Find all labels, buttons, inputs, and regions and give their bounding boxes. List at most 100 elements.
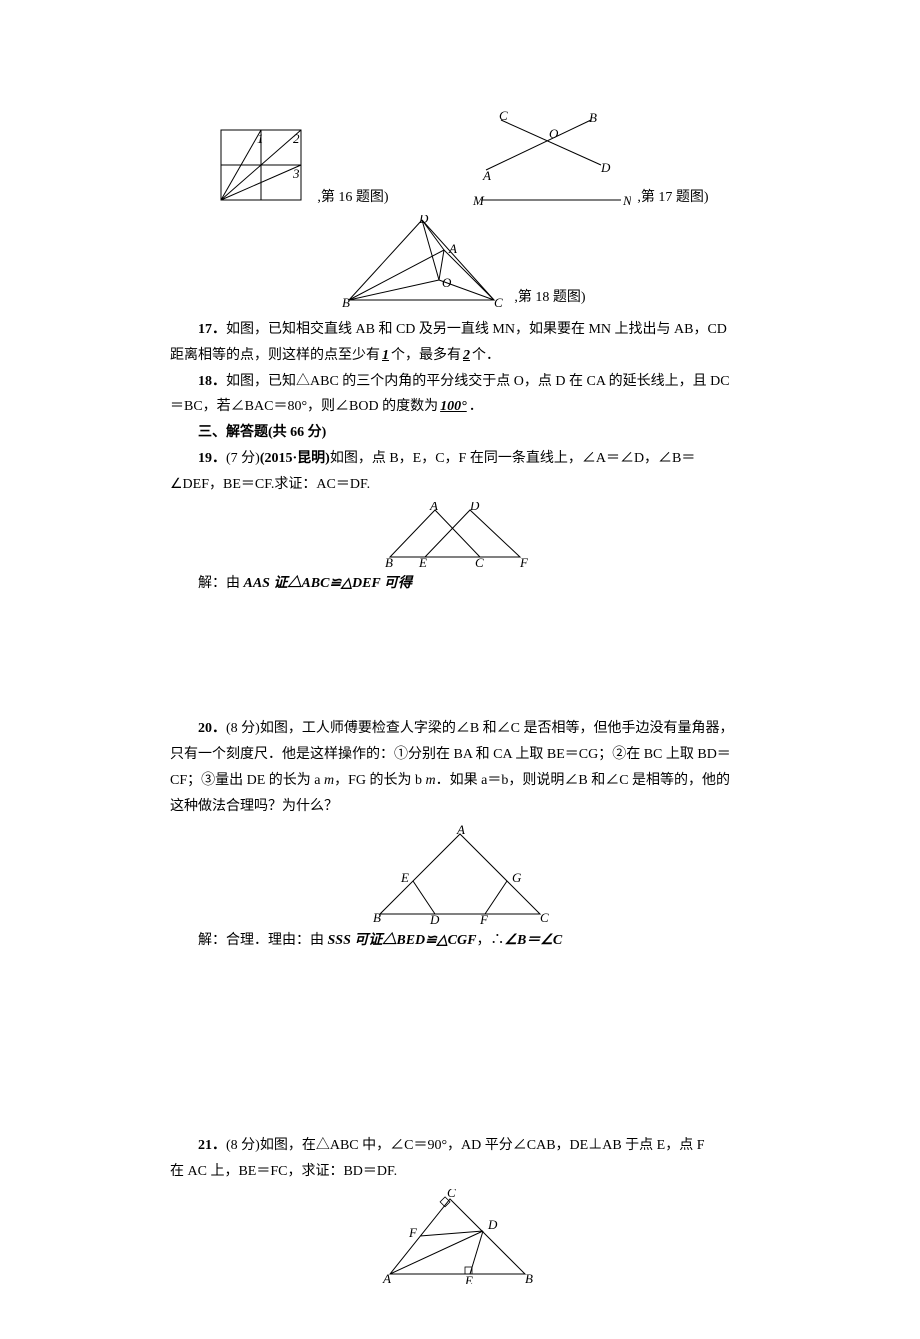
fig21-F: F bbox=[408, 1225, 418, 1240]
q20-sol-prefix: 解：合理．理由：由 bbox=[198, 933, 328, 948]
q17-number: 17． bbox=[198, 322, 226, 337]
q21-text1: 如图，在△ABC 中，∠C＝90°，AD 平分∠CAB，DE⊥AB 于点 E，点… bbox=[260, 1138, 705, 1153]
figure-18-svg: D A O B C bbox=[334, 215, 514, 310]
q19-source: (2015·昆明) bbox=[260, 451, 330, 466]
figure-21-svg: C D F A E B bbox=[375, 1189, 545, 1284]
q19-text1: 如图，点 B，E，C，F 在同一条直线上，∠A＝∠D，∠B＝ bbox=[330, 451, 696, 466]
q19-line1: 19．(7 分)(2015·昆明)如图，点 B，E，C，F 在同一条直线上，∠A… bbox=[170, 447, 750, 471]
q20-text1: 如图，工人师傅要检查人字梁的∠B 和∠C 是否相等，但他手边没有量角器， bbox=[260, 721, 734, 736]
q20-line3: CF；③量出 DE 的长为 a m，FG 的长为 b m．如果 a＝b，则说明∠… bbox=[170, 769, 750, 793]
q19-sol-bold: AAS 证△ABC≌△DEF 可得 bbox=[244, 576, 413, 591]
figure-19-block: A D B E C F bbox=[170, 502, 750, 567]
figure-17-svg: A B C D O M N bbox=[471, 110, 631, 210]
fig16-label-3: 3 bbox=[292, 166, 300, 181]
gap-after-20 bbox=[170, 954, 750, 1134]
fig17-C: C bbox=[499, 110, 508, 123]
q20-text3c: ．如果 a＝b，则说明∠B 和∠C 是相等的，他的 bbox=[436, 773, 730, 788]
fig21-B: B bbox=[525, 1271, 533, 1284]
q20-sol-bold2: ∠B＝∠C bbox=[504, 933, 562, 948]
q17-text2: 距离相等的点，则这样的点至少有 bbox=[170, 348, 380, 363]
fig16-label-2: 2 bbox=[293, 131, 300, 146]
q19-number: 19． bbox=[198, 451, 226, 466]
q20-points: (8 分) bbox=[226, 721, 260, 736]
q17-mid: 个，最多有 bbox=[391, 348, 461, 363]
q20-number: 20． bbox=[198, 721, 226, 736]
fig17-D: D bbox=[600, 160, 611, 175]
q18-number: 18． bbox=[198, 374, 226, 389]
fig18-A: A bbox=[448, 241, 457, 256]
q20-text3b: ，FG 的长为 b bbox=[334, 773, 425, 788]
q18-text1: 如图，已知△ABC 的三个内角的平分线交于点 O，点 D 在 CA 的延长线上，… bbox=[226, 374, 730, 389]
figure-18-caption: ,第 18 题图) bbox=[514, 286, 585, 310]
q19-solution: 解：由 AAS 证△ABC≌△DEF 可得 bbox=[170, 572, 750, 596]
fig19-C: C bbox=[475, 555, 484, 567]
section3-header: 三、解答题(共 66 分) bbox=[170, 421, 750, 445]
fig19-F: F bbox=[519, 555, 529, 567]
figure-21-block: C D F A E B bbox=[170, 1189, 750, 1284]
q19-points: (7 分) bbox=[226, 451, 260, 466]
q20-sol-bold1: SSS 可证△BED≌△CGF bbox=[328, 933, 477, 948]
fig18-D: D bbox=[418, 215, 429, 226]
figure-18-block: D A O B C ,第 18 题图) bbox=[170, 215, 750, 310]
fig20-D: D bbox=[429, 912, 440, 924]
fig20-B: B bbox=[373, 910, 381, 924]
fig20-F: F bbox=[479, 912, 489, 924]
q17-answer1: 1 bbox=[380, 348, 391, 363]
fig21-C: C bbox=[447, 1189, 456, 1200]
fig18-O: O bbox=[442, 275, 452, 290]
fig19-A: A bbox=[429, 502, 438, 513]
fig20-G: G bbox=[512, 870, 522, 885]
figures-row-16-17: 1 2 3 ,第 16 题图) A B C D O M N ,第 17 题图) bbox=[170, 110, 750, 210]
fig21-E: E bbox=[464, 1273, 473, 1284]
q17-answer2: 2 bbox=[461, 348, 472, 363]
q21-line2: 在 AC 上，BE＝FC，求证：BD＝DF. bbox=[170, 1160, 750, 1184]
q17-line1: 17．如图，已知相交直线 AB 和 CD 及另一直线 MN，如果要在 MN 上找… bbox=[170, 318, 750, 342]
q18-line1: 18．如图，已知△ABC 的三个内角的平分线交于点 O，点 D 在 CA 的延长… bbox=[170, 370, 750, 394]
fig20-E: E bbox=[400, 870, 409, 885]
q19-sol-prefix: 解：由 bbox=[198, 576, 244, 591]
q18-end: ． bbox=[469, 399, 483, 414]
q18-answer: 100° bbox=[438, 399, 469, 414]
fig17-M: M bbox=[472, 193, 485, 208]
fig17-N: N bbox=[622, 193, 631, 208]
fig19-D: D bbox=[469, 502, 480, 513]
q17-line2: 距离相等的点，则这样的点至少有1个，最多有2个． bbox=[170, 344, 750, 368]
fig20-C: C bbox=[540, 910, 549, 924]
figure-17-block: A B C D O M N ,第 17 题图) bbox=[471, 110, 708, 210]
figure-20-svg: A E G B D F C bbox=[365, 824, 555, 924]
q17-text1: 如图，已知相交直线 AB 和 CD 及另一直线 MN，如果要在 MN 上找出与 … bbox=[226, 322, 727, 337]
q21-line1: 21．(8 分)如图，在△ABC 中，∠C＝90°，AD 平分∠CAB，DE⊥A… bbox=[170, 1134, 750, 1158]
q18-text2: ＝BC，若∠BAC＝80°，则∠BOD 的度数为 bbox=[170, 399, 438, 414]
q20-line2: 只有一个刻度尺．他是这样操作的：①分别在 BA 和 CA 上取 BE＝CG；②在… bbox=[170, 743, 750, 767]
q20-line1: 20．(8 分)如图，工人师傅要检查人字梁的∠B 和∠C 是否相等，但他手边没有… bbox=[170, 717, 750, 741]
fig18-C: C bbox=[494, 295, 503, 310]
fig19-B: B bbox=[385, 555, 393, 567]
fig19-E: E bbox=[418, 555, 427, 567]
fig17-O: O bbox=[549, 126, 559, 141]
figure-16-caption: ,第 16 题图) bbox=[317, 186, 388, 210]
fig17-B: B bbox=[589, 110, 597, 125]
q18-line2: ＝BC，若∠BAC＝80°，则∠BOD 的度数为100°． bbox=[170, 395, 750, 419]
fig17-A: A bbox=[482, 168, 491, 183]
fig16-label-1: 1 bbox=[257, 131, 264, 146]
fig20-A: A bbox=[456, 824, 465, 837]
q21-points: (8 分) bbox=[226, 1138, 260, 1153]
gap-after-19 bbox=[170, 597, 750, 717]
fig21-A: A bbox=[382, 1271, 391, 1284]
figure-17-caption: ,第 17 题图) bbox=[637, 186, 708, 210]
fig21-D: D bbox=[487, 1217, 498, 1232]
q20-line4: 这种做法合理吗？为什么？ bbox=[170, 795, 750, 819]
figure-16-svg: 1 2 3 bbox=[211, 120, 311, 210]
q20-solution: 解：合理．理由：由 SSS 可证△BED≌△CGF，∴∠B＝∠C bbox=[170, 929, 750, 953]
fig18-B: B bbox=[342, 295, 350, 310]
q21-number: 21． bbox=[198, 1138, 226, 1153]
figure-16-block: 1 2 3 ,第 16 题图) bbox=[211, 120, 388, 210]
q20-m1: m bbox=[324, 773, 334, 788]
figure-19-svg: A D B E C F bbox=[375, 502, 545, 567]
q20-sol-mid: ，∴ bbox=[476, 933, 504, 948]
q19-line2: ∠DEF，BE＝CF.求证：AC＝DF. bbox=[170, 473, 750, 497]
figure-20-block: A E G B D F C bbox=[170, 824, 750, 924]
q20-m2: m bbox=[426, 773, 436, 788]
q17-end: 个． bbox=[472, 348, 500, 363]
q20-text3: CF；③量出 DE 的长为 a bbox=[170, 773, 324, 788]
